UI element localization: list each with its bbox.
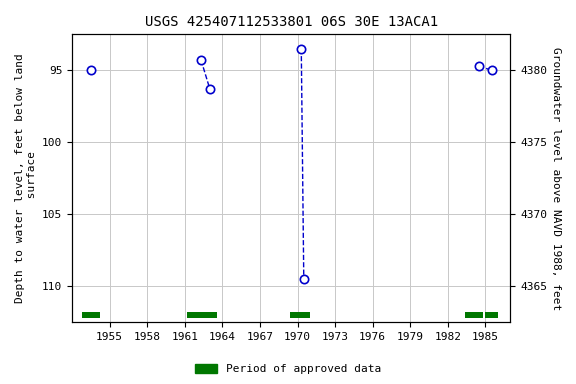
Bar: [187, 312, 217, 318]
Bar: [82, 312, 100, 318]
Title: USGS 425407112533801 06S 30E 13ACA1: USGS 425407112533801 06S 30E 13ACA1: [145, 15, 438, 29]
Legend: Period of approved data: Period of approved data: [191, 359, 385, 379]
Bar: [465, 312, 483, 318]
Bar: [486, 312, 498, 318]
Bar: [290, 312, 310, 318]
Y-axis label: Groundwater level above NAVD 1988, feet: Groundwater level above NAVD 1988, feet: [551, 47, 561, 310]
Y-axis label: Depth to water level, feet below land
 surface: Depth to water level, feet below land su…: [15, 53, 37, 303]
